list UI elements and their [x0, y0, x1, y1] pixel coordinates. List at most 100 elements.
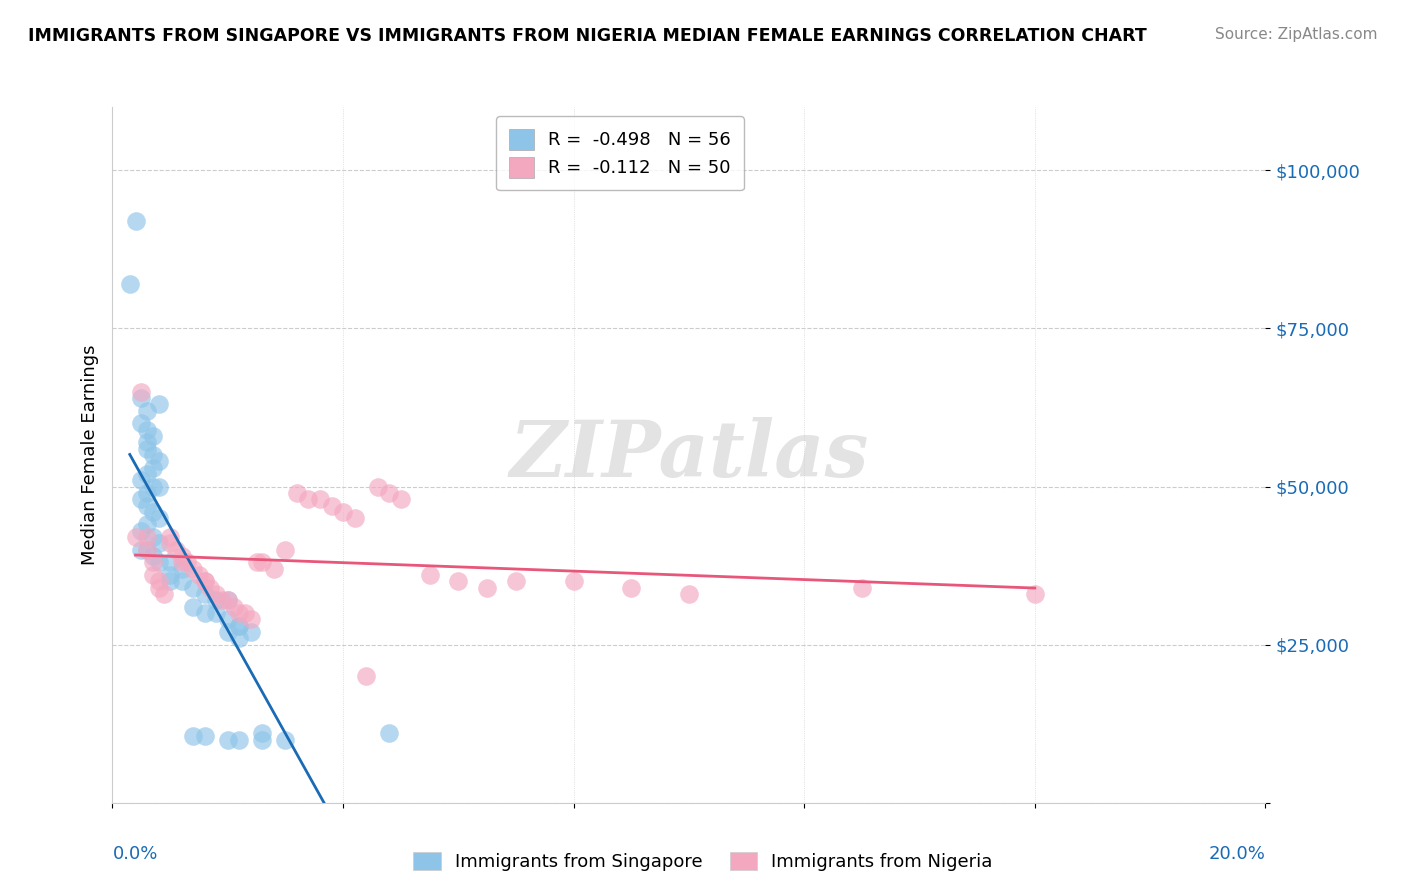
Point	[274, 542, 297, 557]
Point	[354, 669, 377, 683]
Point	[217, 732, 239, 747]
Point	[129, 473, 153, 487]
Point	[142, 448, 165, 462]
Point	[148, 397, 170, 411]
Point	[228, 618, 250, 632]
Point	[129, 492, 153, 507]
Point	[159, 536, 181, 550]
Point	[142, 505, 165, 519]
Point	[124, 214, 146, 228]
Point	[118, 277, 141, 292]
Point	[217, 593, 239, 607]
Point	[678, 587, 700, 601]
Point	[211, 593, 233, 607]
Point	[1024, 587, 1046, 601]
Point	[378, 486, 401, 500]
Point	[148, 556, 170, 570]
Point	[233, 606, 256, 620]
Point	[170, 574, 193, 589]
Point	[217, 612, 239, 626]
Point	[136, 435, 159, 450]
Point	[142, 530, 165, 544]
Point	[188, 568, 211, 582]
Point	[378, 726, 401, 740]
Point	[148, 454, 170, 468]
Point	[851, 581, 873, 595]
Point	[153, 587, 176, 601]
Text: 20.0%: 20.0%	[1209, 845, 1265, 863]
Point	[367, 479, 389, 493]
Point	[274, 732, 297, 747]
Point	[321, 499, 343, 513]
Point	[159, 530, 181, 544]
Point	[136, 517, 159, 532]
Point	[620, 581, 643, 595]
Point	[194, 606, 217, 620]
Point	[165, 542, 187, 557]
Point	[228, 618, 250, 632]
Legend: Immigrants from Singapore, Immigrants from Nigeria: Immigrants from Singapore, Immigrants fr…	[406, 845, 1000, 879]
Point	[228, 632, 250, 646]
Point	[205, 606, 228, 620]
Text: 0.0%: 0.0%	[112, 845, 157, 863]
Text: Source: ZipAtlas.com: Source: ZipAtlas.com	[1215, 27, 1378, 42]
Point	[148, 511, 170, 525]
Point	[142, 556, 165, 570]
Point	[170, 556, 193, 570]
Point	[142, 429, 165, 443]
Point	[562, 574, 585, 589]
Point	[170, 562, 193, 576]
Point	[159, 574, 181, 589]
Point	[181, 581, 204, 595]
Point	[142, 549, 165, 563]
Point	[136, 530, 159, 544]
Point	[129, 524, 153, 538]
Point	[297, 492, 319, 507]
Point	[136, 423, 159, 437]
Point	[389, 492, 412, 507]
Point	[252, 556, 274, 570]
Point	[129, 384, 153, 399]
Point	[309, 492, 332, 507]
Point	[148, 581, 170, 595]
Point	[194, 574, 217, 589]
Point	[176, 556, 198, 570]
Point	[447, 574, 470, 589]
Point	[239, 612, 262, 626]
Point	[136, 499, 159, 513]
Point	[159, 568, 181, 582]
Point	[148, 574, 170, 589]
Point	[228, 606, 250, 620]
Point	[159, 556, 181, 570]
Legend: R =  -0.498   N = 56, R =  -0.112   N = 50: R = -0.498 N = 56, R = -0.112 N = 50	[496, 116, 744, 190]
Point	[343, 511, 366, 525]
Point	[194, 730, 217, 744]
Point	[129, 417, 153, 431]
Text: ZIPatlas: ZIPatlas	[509, 417, 869, 493]
Point	[136, 442, 159, 456]
Point	[181, 599, 204, 614]
Point	[136, 486, 159, 500]
Point	[142, 479, 165, 493]
Point	[136, 542, 159, 557]
Point	[217, 593, 239, 607]
Point	[129, 391, 153, 405]
Point	[332, 505, 354, 519]
Point	[124, 530, 146, 544]
Point	[263, 562, 285, 576]
Point	[217, 625, 239, 640]
Point	[148, 536, 170, 550]
Point	[200, 581, 222, 595]
Y-axis label: Median Female Earnings: Median Female Earnings	[80, 344, 98, 566]
Point	[228, 732, 250, 747]
Point	[239, 625, 262, 640]
Point	[505, 574, 527, 589]
Point	[475, 581, 498, 595]
Point	[136, 542, 159, 557]
Point	[136, 403, 159, 417]
Point	[181, 730, 204, 744]
Point	[252, 726, 274, 740]
Point	[285, 486, 308, 500]
Point	[222, 599, 245, 614]
Point	[245, 556, 267, 570]
